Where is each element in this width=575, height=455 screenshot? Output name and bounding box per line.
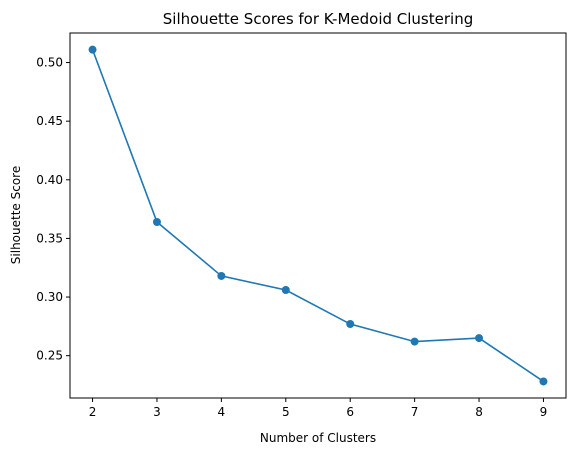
x-axis-label: Number of Clusters: [260, 431, 376, 445]
y-tick-label: 0.25: [36, 349, 63, 363]
data-point: [281, 286, 290, 295]
data-point: [217, 271, 226, 280]
data-point: [346, 320, 355, 329]
y-tick-label: 0.45: [36, 114, 63, 128]
data-point: [410, 337, 419, 346]
x-tick-label: 2: [89, 405, 97, 419]
x-tick-label: 4: [218, 405, 226, 419]
x-tick-label: 9: [540, 405, 548, 419]
x-tick-label: 6: [346, 405, 354, 419]
y-tick-label: 0.35: [36, 231, 63, 245]
data-point: [152, 218, 161, 227]
data-point: [88, 45, 97, 54]
y-axis: 0.25 0.30 0.35 0.40 0.45 0.50: [36, 56, 70, 363]
plot-area: [69, 32, 567, 399]
x-tick-label: 5: [282, 405, 290, 419]
y-axis-label: Silhouette Score: [9, 166, 23, 264]
x-axis: 2 3 4 5 6 7 8 9: [89, 398, 548, 419]
series-line: [91, 49, 544, 383]
x-tick-label: 7: [411, 405, 419, 419]
data-point: [475, 334, 484, 343]
y-tick-label: 0.40: [36, 173, 63, 187]
chart-title: Silhouette Scores for K-Medoid Clusterin…: [163, 10, 473, 28]
x-tick-label: 8: [475, 405, 483, 419]
data-point: [539, 377, 548, 386]
series-layer: [88, 45, 548, 386]
y-tick-label: 0.30: [36, 290, 63, 304]
y-tick-label: 0.50: [36, 56, 63, 70]
x-tick-label: 3: [153, 405, 161, 419]
